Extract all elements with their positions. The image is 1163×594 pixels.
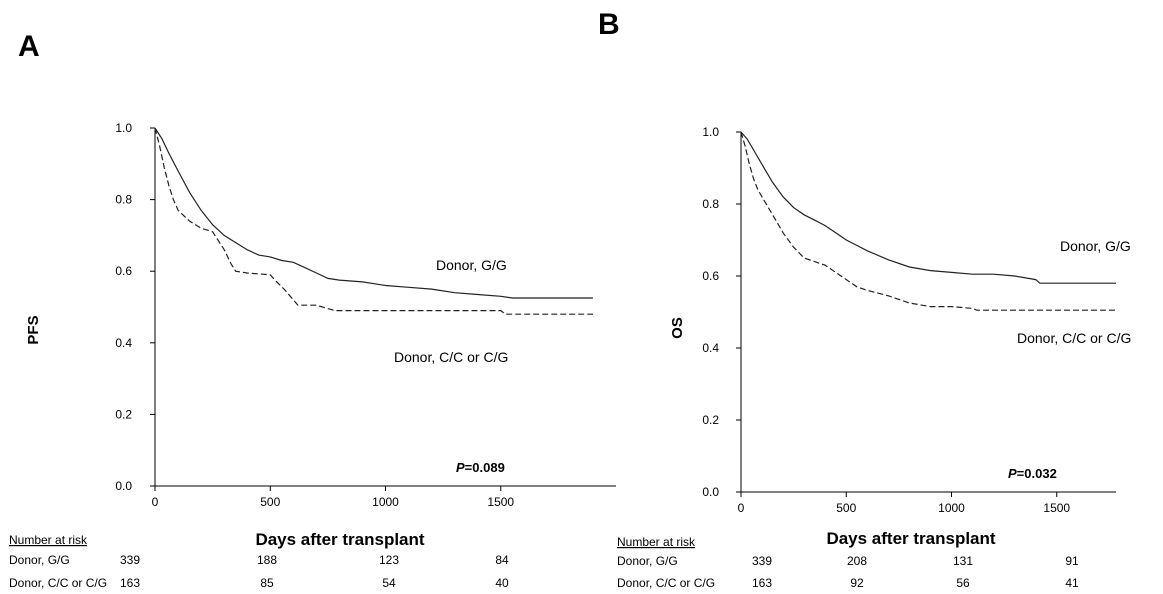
panel-a-x-tick-label: 1500 [487,495,514,509]
panel-b-y-label: OS [669,317,686,339]
panel-a-x-tick-label: 500 [260,495,280,509]
panel-a-x-tick-label: 1000 [372,495,399,509]
panel-b-risk-value: 41 [1065,576,1079,590]
panel-a-curve-cc-cg [154,127,593,315]
panel-a-label-cc-cg: Donor, C/C or C/G [394,349,508,365]
panel-b-label-cc-cg: Donor, C/C or C/G [1017,330,1131,346]
panel-a-letter: A [18,30,40,63]
panel-b-x-tick-label: 1000 [938,501,965,515]
panel-a-risk-value: 84 [495,553,509,567]
panel-b-y-tick-label: 0.6 [702,269,719,283]
panel-b-curve-gg [740,131,1116,284]
panel-b-risk-value: 92 [850,576,864,590]
panel-a-y-tick-label: 0.0 [115,479,132,493]
panel-b-x-tick-label: 500 [836,501,856,515]
panel-a-y-axis: 0.0 0.2 0.4 0.6 0.8 1.0 [115,121,156,493]
panel-a-risk-value: 85 [260,576,274,590]
panel-a-p-number: =0.089 [465,460,505,475]
panel-b-risk-value: 91 [1065,554,1079,568]
panel-b-x-axis: 0 500 1000 1500 [738,491,1116,515]
panel-a-x-label: Days after transplant [255,530,424,549]
panel-b-x-tick-label: 1500 [1043,501,1070,515]
panel-a-risk-value: 339 [120,553,140,567]
panel-a-y-tick-label: 1.0 [115,121,132,135]
panel-a-risk-value: 188 [257,553,277,567]
panel-a-label-gg: Donor, G/G [436,257,507,273]
panel-b-curve-cc-cg [740,131,1116,311]
panel-a-y-label: PFS [25,315,42,344]
panel-a-x-tick-label: 0 [152,495,159,509]
panel-a-y-tick-label: 0.6 [115,264,132,278]
panel-b-y-tick-label: 0.8 [702,197,719,211]
panel-a-risk-row-label: Donor, C/C or C/G [9,576,107,590]
panel-a-risk-value: 163 [120,576,140,590]
panel-b-risk-row-label: Donor, G/G [617,554,678,568]
panel-b: B 0.0 0.2 0.4 0.6 0.8 1.0 0 500 1000 1500 OS Day… [598,8,1131,590]
panel-b-risk-row-label: Donor, C/C or C/G [617,576,715,590]
panel-b-p-value: P=0.032 [1008,466,1057,481]
panel-a-risk-value: 123 [379,553,399,567]
panel-b-y-tick-label: 1.0 [702,125,719,139]
panel-b-y-tick-label: 0.0 [702,485,719,499]
panel-a-risk-title: Number at risk [9,533,88,547]
panel-a-y-tick-label: 0.4 [115,336,132,350]
panel-a-p-value: P=0.089 [456,460,505,475]
panel-b-p-letter: P [1008,466,1017,481]
panel-b-risk-value: 131 [953,554,973,568]
panel-a: A 0.0 0.2 0.4 0.6 0.8 1.0 0 500 1000 1500 PFS Da… [9,30,616,590]
panel-b-risk-value: 208 [847,554,867,568]
panel-b-risk-value: 56 [956,576,970,590]
panel-a-x-axis: 0 500 1000 1500 [152,485,616,509]
panel-b-letter: B [598,8,620,41]
panel-b-y-tick-label: 0.2 [702,413,719,427]
panel-b-risk-value: 163 [752,576,772,590]
panel-b-p-number: =0.032 [1017,466,1057,481]
panel-b-risk-table: Number at risk Donor, G/G Donor, C/C or … [617,535,1079,590]
panel-a-y-tick-label: 0.2 [115,407,132,421]
panel-a-p-letter: P [456,460,465,475]
panel-a-y-tick-label: 0.8 [115,193,132,207]
panel-b-x-tick-label: 0 [738,501,745,515]
panel-b-x-label: Days after transplant [826,529,995,548]
panel-b-risk-value: 339 [752,554,772,568]
panel-b-risk-title: Number at risk [617,535,696,549]
panel-a-risk-row-label: Donor, G/G [9,553,70,567]
panel-b-y-axis: 0.0 0.2 0.4 0.6 0.8 1.0 [702,125,742,499]
panel-a-risk-value: 54 [382,576,396,590]
panel-b-label-gg: Donor, G/G [1060,238,1131,254]
panel-b-y-tick-label: 0.4 [702,341,719,355]
panel-a-risk-value: 40 [495,576,509,590]
panel-a-risk-table: Number at risk Donor, G/G Donor, C/C or … [9,533,509,590]
panel-a-curve-gg [154,127,593,299]
